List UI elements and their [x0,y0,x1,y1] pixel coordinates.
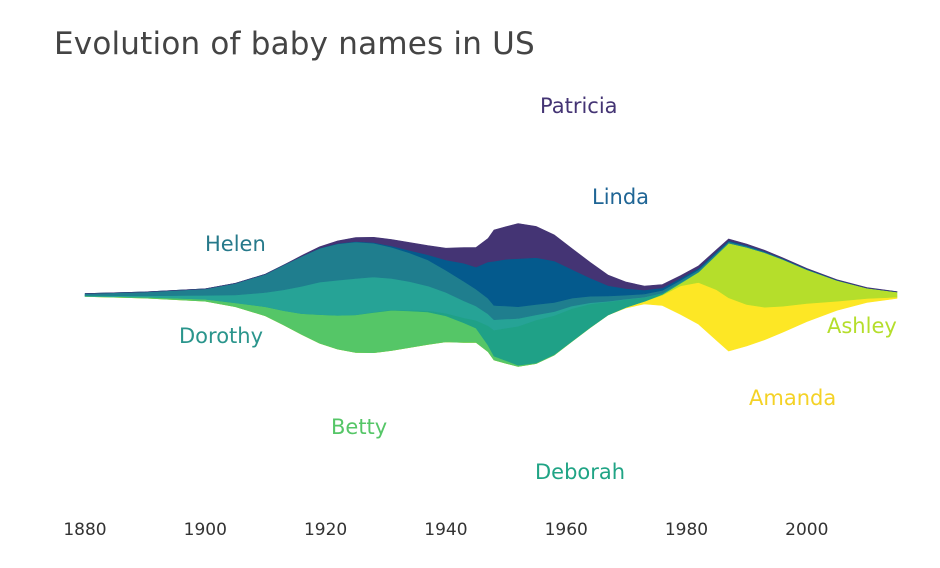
x-tick-label: 2000 [785,520,828,540]
label-amanda: Amanda [749,386,836,410]
label-helen: Helen [205,232,266,256]
label-betty: Betty [331,415,387,439]
label-patricia: Patricia [540,94,618,118]
label-dorothy: Dorothy [179,324,263,348]
x-tick-label: 1960 [545,520,588,540]
series-labels: Patricia Linda Helen Dorothy Betty Debor… [179,94,897,484]
x-axis: 1880 1900 1920 1940 1960 1980 2000 [63,520,828,540]
x-tick-label: 1880 [63,520,106,540]
x-tick-label: 1940 [424,520,467,540]
chart-title: Evolution of baby names in US [54,26,535,62]
x-tick-label: 1920 [304,520,347,540]
label-ashley: Ashley [827,314,897,338]
stream-layers [84,223,898,367]
label-linda: Linda [592,185,649,209]
x-tick-label: 1980 [665,520,708,540]
x-tick-label: 1900 [184,520,227,540]
stream-patricia [84,223,898,294]
label-deborah: Deborah [535,460,625,484]
